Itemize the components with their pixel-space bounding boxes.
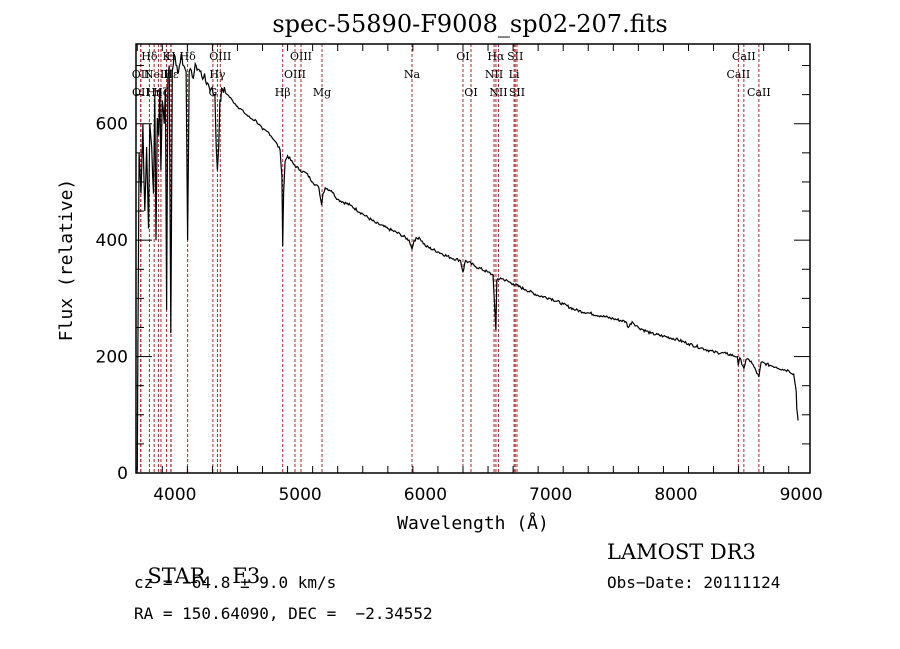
line-marker-label: Hγ: [209, 68, 226, 81]
object-type: STAR: [147, 564, 206, 588]
chart-title: spec-55890-F9008_sp02-207.fits: [272, 10, 667, 38]
y-tick-label: 400: [96, 231, 128, 251]
line-marker-label: OI: [464, 86, 477, 99]
x-tick-label: 5000: [278, 485, 321, 505]
x-axis-label: Wavelength (Å): [397, 512, 549, 534]
line-marker-label: CaII: [727, 68, 751, 81]
y-axis-label: Flux (relative): [56, 179, 77, 342]
line-marker-label: NII: [489, 86, 507, 99]
line-marker-label: Hδ: [141, 50, 158, 63]
line-marker-label: Li: [509, 68, 520, 81]
line-marker-label: OIII: [290, 50, 312, 63]
y-tick-label: 0: [117, 464, 128, 484]
line-marker-label: K: [162, 50, 171, 63]
line-marker-label: OIII: [209, 50, 231, 63]
x-tick-label: 8000: [654, 485, 697, 505]
y-tick-label: 600: [96, 115, 128, 135]
object-class: STAR F3: [134, 540, 260, 588]
x-tick-label: 9000: [780, 485, 823, 505]
line-marker-label: Hε: [163, 68, 179, 81]
x-tick-label: 6000: [404, 485, 447, 505]
line-markers: HδKHHδOIIIOIINeIIIHεHγOIIHηHζGOIIIOIIIHβ…: [132, 44, 771, 473]
line-marker-label: Hη: [146, 86, 162, 99]
line-marker-label: Hζ: [153, 86, 169, 99]
line-marker-label: Hβ: [275, 86, 291, 99]
line-marker-label: Hδ: [180, 50, 197, 63]
x-tick-label: 7000: [529, 485, 572, 505]
line-marker-label: SII: [509, 86, 525, 99]
series-line-spectrum: [136, 53, 799, 471]
survey-label: LAMOST DR3: [607, 540, 756, 564]
line-marker-label: SII: [507, 50, 523, 63]
line-marker-label: CaII: [747, 86, 771, 99]
redshift-text: cz = −64.8 ± 9.0 km/s: [134, 573, 337, 592]
plot-frame: [135, 43, 811, 474]
x-axis: 4000 5000 6000 7000 8000 9000: [136, 44, 823, 505]
line-marker-label: CaII: [732, 50, 756, 63]
line-marker-label: Hα: [487, 50, 505, 63]
line-marker-label: OIII: [284, 68, 306, 81]
line-marker-label: NII: [485, 68, 503, 81]
obs-date-text: Obs−Date: 20111124: [607, 573, 781, 592]
series-group: [136, 53, 799, 471]
coordinates-text: RA = 150.64090, DEC = −2.34552: [134, 604, 433, 623]
object-subclass: F3: [232, 564, 261, 588]
line-marker-label: Mg: [313, 86, 331, 99]
x-tick-label: 4000: [153, 485, 196, 505]
line-marker-label: Na: [404, 68, 421, 81]
line-marker-label: NeIII: [144, 68, 173, 81]
line-marker-label: OI: [456, 50, 469, 63]
y-tick-label: 200: [96, 348, 128, 368]
y-axis: 0 200 400 600: [96, 65, 810, 484]
